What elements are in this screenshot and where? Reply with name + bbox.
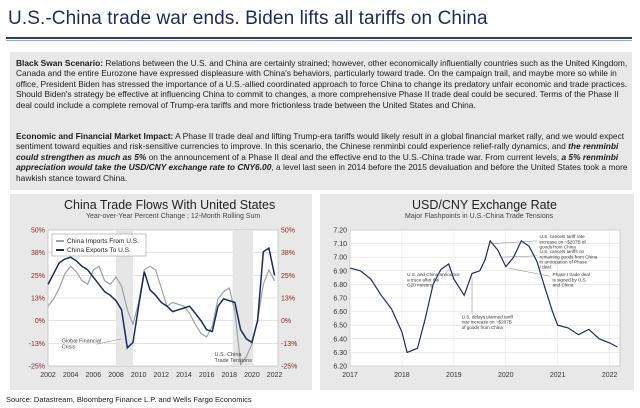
y-tick-label-left: 0% xyxy=(35,318,45,325)
y-tick-label-right: 0% xyxy=(281,318,291,325)
y-tick-label-right: 25% xyxy=(281,273,295,280)
y-tick-label: 7.00 xyxy=(333,255,347,262)
scenario-paragraph: Black Swan Scenario: Relations between t… xyxy=(16,58,628,110)
source-note: Source: Datastream, Bloomberg Finance L.… xyxy=(6,395,252,404)
y-tick-label-right: -25% xyxy=(281,364,297,371)
impact-text-2: on the announcement of a Phase II deal a… xyxy=(146,151,562,162)
usdcny-title: USD/CNY Exchange Rate xyxy=(412,198,557,212)
legend-box xyxy=(51,233,147,257)
y-tick-label-left: 13% xyxy=(31,296,45,303)
y-tick-label-left: 38% xyxy=(31,250,45,257)
x-tick-label: 2022 xyxy=(602,372,618,379)
annotation-cancel-remaining-pointer xyxy=(500,255,537,258)
x-tick-label: 2018 xyxy=(221,372,237,379)
usdcny-chart: 7.20 7.10 7.00 6.90 6.80 6.70 6.60 6.50 6.40 6.30… xyxy=(333,228,621,379)
y-tick-label: 7.20 xyxy=(333,228,347,235)
annotation-gfc: Global Financial Crisis xyxy=(62,338,101,350)
y-tick-label: 6.30 xyxy=(333,350,347,357)
y-tick-label: 6.40 xyxy=(333,336,347,343)
y-tick-label: 6.50 xyxy=(333,323,347,330)
x-tick-label: 2020 xyxy=(498,372,514,379)
y-tick-label: 6.20 xyxy=(333,364,347,371)
annotation-delay: U.S. delays planned tariff rate increase … xyxy=(462,314,514,329)
impact-text-1: A Phase II trade deal and lifting Trump-… xyxy=(16,131,625,152)
annotation-cancel-increase: U.S. cancels tariff rate increase on ~$20… xyxy=(540,234,587,249)
text-panel xyxy=(10,52,632,190)
tension-shade xyxy=(232,230,254,366)
y-tick-label: 6.90 xyxy=(333,268,347,275)
y-tick-label-right: 50% xyxy=(281,228,295,235)
y-tick-label-left: 50% xyxy=(31,228,45,235)
annotation-phase-one: Phase I trade deal is signed by U.S. and C… xyxy=(553,272,590,287)
annotation-trade-tensions: U.S.-China Trade Tensions xyxy=(215,352,253,364)
x-tick-label: 2020 xyxy=(244,372,260,379)
annotation-g20-pointer xyxy=(440,266,452,280)
x-tick-label: 2022 xyxy=(267,372,283,379)
series-line-exports xyxy=(47,246,276,350)
x-tick-label: 2008 xyxy=(108,372,124,379)
y-tick-label: 6.70 xyxy=(333,296,347,303)
x-tick-label: 2016 xyxy=(199,372,215,379)
x-tick-label: 2012 xyxy=(154,372,170,379)
usdcny-subtitle: Major Flashpoints in U.S.-China Trade Te… xyxy=(405,213,554,220)
trade-flows-chart: 50% 50% 38% 38% 25% 25% 13% 13% 0% 0% -13% -13% -25%… xyxy=(29,228,298,380)
x-tick-label: 2021 xyxy=(550,372,566,379)
x-tick-label: 2014 xyxy=(176,372,192,379)
impact-paragraph: Economic and Financial Market Impact: A … xyxy=(16,131,628,183)
header: U.S.-China trade war ends. Biden lifts a… xyxy=(0,0,640,44)
impact-highlight-2: a 5% renminbi appreciation would take th… xyxy=(16,151,619,173)
x-tick-label: 2006 xyxy=(86,372,102,379)
y-tick-label: 6.80 xyxy=(333,282,347,289)
y-tick-label-left: 25% xyxy=(31,273,45,280)
annotation-g20-truce: U.S. and China announce a truce after the… xyxy=(407,272,460,287)
x-tick-label: 2017 xyxy=(342,372,358,379)
x-tick-label: 2018 xyxy=(394,372,410,379)
x-tick-label: 2010 xyxy=(131,372,147,379)
impact-text-3: , a level last seen in 2014 before the 2… xyxy=(16,162,628,183)
annotation-phase-one-pointer xyxy=(508,267,550,277)
title-rule-thin xyxy=(6,40,632,41)
scenario-text: Relations between the U.S. and China are… xyxy=(16,58,628,110)
legend-label-exports: China Exports To U.S. xyxy=(67,247,131,254)
impact-label: Economic and Financial Market Impact: xyxy=(16,131,174,141)
usdcny-line xyxy=(349,239,618,354)
page-title: U.S.-China trade war ends. Biden lifts a… xyxy=(8,8,488,29)
scenario-label: Black Swan Scenario: xyxy=(16,58,104,68)
legend-label-imports: China Imports From U.S. xyxy=(67,238,139,245)
y-tick-label-right: 13% xyxy=(281,296,295,303)
impact-highlight-1: the renminbi could strengthen as much as… xyxy=(16,141,619,162)
x-tick-label: 2019 xyxy=(446,372,462,379)
annotation-cancel-remaining: U.S. cancels tariffs on remaining goods f… xyxy=(540,249,598,270)
trade-flows-subtitle: Year-over-Year Percent Change ; 12-Month… xyxy=(86,213,261,220)
series-line-imports xyxy=(47,265,276,366)
y-tick-label-right: 38% xyxy=(281,250,295,257)
x-tick-label: 2004 xyxy=(63,372,79,379)
annotation-cancel-pointer xyxy=(492,240,537,244)
trade-flows-title: China Trade Flows With United States xyxy=(64,198,276,212)
y-tick-label-right: -13% xyxy=(281,341,297,348)
x-tick-label: 2002 xyxy=(40,372,56,379)
y-tick-label-left: -25% xyxy=(29,364,45,371)
title-rule xyxy=(6,37,632,39)
y-tick-label: 6.60 xyxy=(333,309,347,316)
annotation-gfc-pointer xyxy=(96,338,122,345)
y-tick-label-left: -13% xyxy=(29,341,45,348)
y-tick-label: 7.10 xyxy=(333,241,347,248)
